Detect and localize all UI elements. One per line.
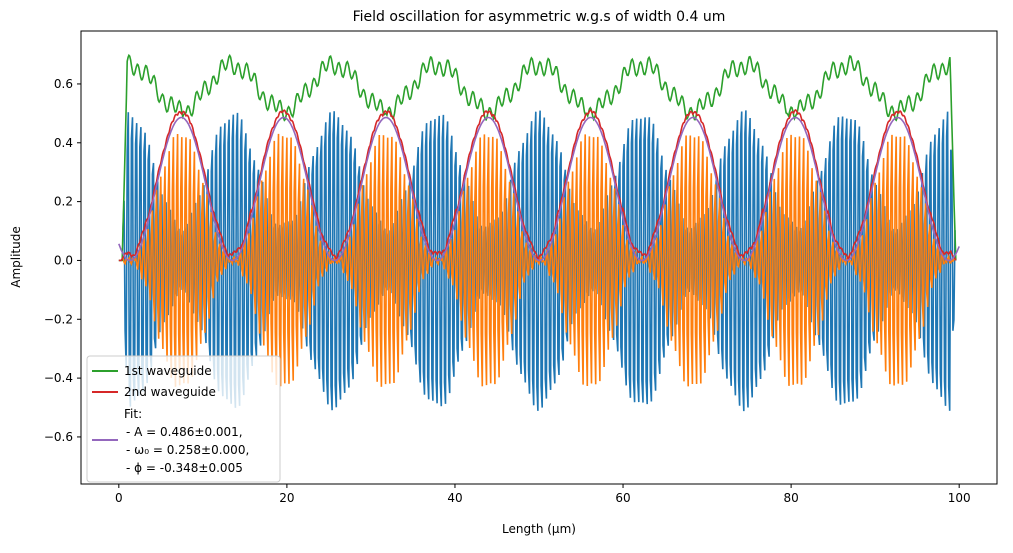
- chart-title: Field oscillation for asymmetric w.g.s o…: [353, 9, 726, 25]
- series-1st-waveguide-envelope: [118, 53, 957, 262]
- y-tick-label: −0.2: [44, 312, 73, 326]
- series-2nd-waveguide-envelope: [118, 109, 957, 262]
- y-tick-label: 0.2: [54, 195, 73, 209]
- x-tick-label: 0: [115, 491, 123, 505]
- axis-ticks: 0 20 40 60 80 100 −0.6 −0.4 −0.2 0.0 0.2 0.4 0.6: [44, 77, 971, 505]
- x-tick-label: 100: [948, 491, 971, 505]
- series-2nd-waveguide-field: [122, 133, 956, 387]
- plot-frame: [80, 30, 998, 485]
- legend-fit-omega: - ω₀ = 0.258±0.000,: [126, 443, 249, 457]
- legend-label-fit: Fit:: [124, 407, 142, 421]
- legend-fit-amplitude: - A = 0.486±0.001,: [126, 425, 243, 439]
- x-axis-label: Length (μm): [502, 522, 576, 536]
- legend: 1st waveguide 2nd waveguide Fit: - A = 0…: [86, 355, 281, 483]
- x-tick-label: 60: [615, 491, 630, 505]
- series-fit: [118, 116, 960, 262]
- plot-area: [118, 53, 960, 412]
- legend-fit-phi: - ϕ = -0.348±0.005: [126, 461, 243, 475]
- x-tick-label: 20: [279, 491, 294, 505]
- y-tick-label: −0.4: [44, 371, 73, 385]
- y-axis-label: Amplitude: [9, 226, 23, 288]
- legend-label-1st-waveguide: 1st waveguide: [124, 364, 212, 378]
- legend-label-2nd-waveguide: 2nd waveguide: [124, 385, 216, 399]
- y-tick-label: 0.4: [54, 136, 73, 150]
- legend-box: [86, 355, 281, 483]
- y-tick-label: −0.6: [44, 430, 73, 444]
- x-tick-label: 80: [783, 491, 798, 505]
- y-tick-label: 0.6: [54, 77, 73, 91]
- x-tick-label: 40: [447, 491, 462, 505]
- y-tick-label: 0.0: [54, 253, 73, 267]
